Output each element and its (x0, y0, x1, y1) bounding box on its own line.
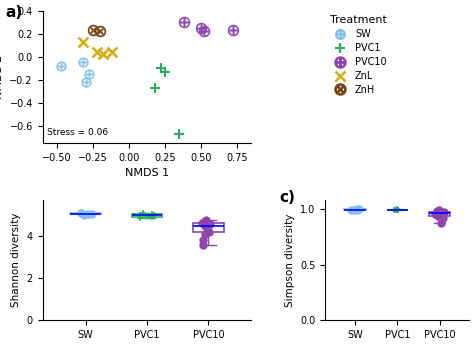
Text: Stress = 0.06: Stress = 0.06 (47, 128, 108, 137)
Y-axis label: Shannon diversity: Shannon diversity (11, 213, 21, 307)
Y-axis label: Simpson diversity: Simpson diversity (285, 213, 295, 307)
Text: b): b) (0, 190, 2, 205)
Legend: SW, PVC1, PVC10, ZnL, ZnH: SW, PVC1, PVC10, ZnL, ZnH (330, 15, 387, 95)
Text: c): c) (279, 190, 295, 205)
Text: a): a) (5, 5, 22, 20)
Y-axis label: NMDS 2: NMDS 2 (0, 55, 4, 99)
X-axis label: NMDS 1: NMDS 1 (125, 168, 169, 178)
